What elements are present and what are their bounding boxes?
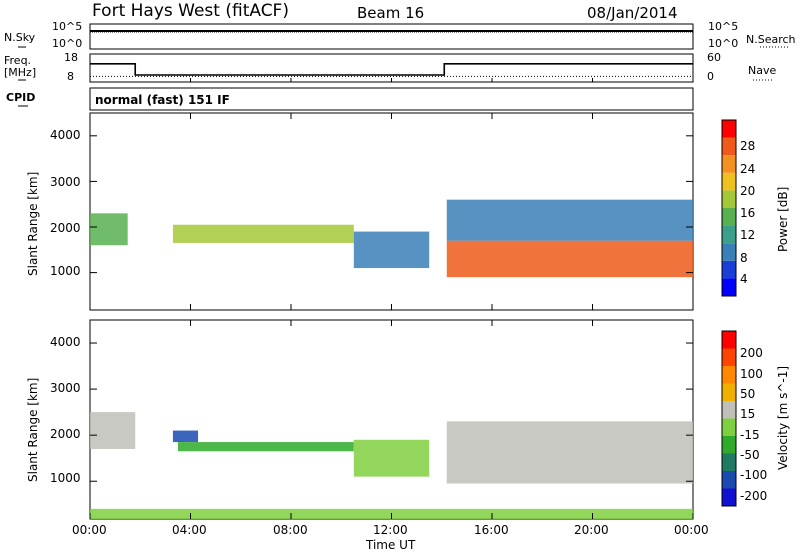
nsearch-top-tick: 10^5 [708,20,739,33]
power-cb-tick: 4 [740,272,748,286]
freq-top-tick: 18 [64,51,78,64]
x-tick-label: 04:00 [172,523,207,537]
nsky-top-tick: 10^5 [52,20,83,33]
x-tick-label: 08:00 [273,523,308,537]
velocity-cb-tick: 50 [740,387,756,401]
nave-label: Nave [748,64,777,77]
echo-region [177,442,354,452]
velocity-ylabel: Slant Range [km] [26,377,40,482]
colorbar-frame [721,119,737,297]
power-ytick: 3000 [50,175,81,189]
velocity-colorbar [721,330,737,507]
velocity-ytick: 3000 [50,381,81,395]
velocity-cb-tick: -50 [740,448,760,462]
power-cb-tick: 24 [740,162,756,176]
colorbar-swatch [722,383,736,401]
velocity-cb-tick: 200 [740,346,763,360]
x-tick-label: 20:00 [574,523,609,537]
colorbar-swatch [722,471,736,489]
colorbar-swatch [722,488,736,506]
echo-region [446,199,693,241]
colorbar-swatch [722,331,736,349]
colorbar-swatch [722,172,736,191]
velocity-cb-tick: -200 [740,489,768,503]
echo-region [172,430,199,443]
date-label: 08/Jan/2014 [587,4,678,22]
velocity-cb-tick: -100 [740,468,768,482]
x-tick-label: 16:00 [474,523,509,537]
noise-panel-frame [89,23,694,50]
colorbar-swatch [722,190,736,208]
x-axis-label: Time UT [366,538,416,552]
power-ytick: 2000 [50,221,81,235]
power-cb-tick: 16 [740,206,756,220]
echo-region [353,439,430,477]
echo-region [172,224,354,243]
power-cb-tick: 12 [740,228,756,242]
colorbar-swatch [722,401,736,419]
velocity-panel-frame [89,319,694,520]
nave-bottom-tick: 0 [707,70,714,83]
power-cb-tick: 20 [740,184,756,198]
echo-region [446,421,693,484]
frequency-line [90,62,693,76]
colorbar-swatch [722,366,736,384]
velocity-ytick: 1000 [50,471,81,485]
colorbar-frame [721,330,737,507]
echo-region [446,240,693,278]
power-ytick: 4000 [50,128,81,142]
colorbar-swatch [722,436,736,454]
x-tick-label: 12:00 [373,523,408,537]
velocity-cb-tick: 100 [740,367,763,381]
power-ylabel: Slant Range [km] [26,171,40,276]
nave-top-tick: 60 [707,51,721,64]
colorbar-swatch [722,453,736,471]
echo-region [353,231,430,269]
power-ytick: 1000 [50,264,81,278]
power-colorbar-label: Power [dB] [776,186,790,252]
power-colorbar [721,119,737,297]
colorbar-swatch [722,260,736,279]
colorbar-swatch [722,278,736,296]
echo-region [90,213,128,246]
colorbar-swatch [722,243,736,261]
nsky-bottom-tick: 10^0 [52,37,83,50]
velocity-ytick: 2000 [50,427,81,441]
x-tick-label: 00:00 [674,523,709,537]
colorbar-swatch [722,225,736,244]
colorbar-swatch [722,155,736,173]
echo-region [90,412,136,449]
power-cb-tick: 8 [740,251,748,265]
freq-label: Freq. [4,54,32,67]
velocity-cb-tick: -15 [740,428,760,442]
velocity-cb-tick: 15 [740,407,756,421]
colorbar-swatch [722,418,736,436]
freq-bottom-tick: 8 [67,70,74,83]
colorbar-swatch [722,348,736,366]
cpid-label: CPID [6,91,36,104]
nsky-label: N.Sky [4,31,36,44]
freq-unit-label: [MHz] [4,66,37,79]
colorbar-swatch [722,120,736,138]
radar-title: Fort Hays West (fitACF) [92,1,289,21]
cpid-panel-frame [89,87,694,111]
power-cb-tick: 28 [740,139,756,153]
velocity-ytick: 4000 [50,335,81,349]
nsearch-label: N.Search [746,33,796,46]
x-tick-label: 00:00 [72,523,107,537]
colorbar-swatch [722,208,736,226]
velocity-colorbar-label: Velocity [m s^-1] [776,365,790,470]
colorbar-swatch [722,137,736,156]
freq-panel-frame [89,53,694,83]
cpid-program: normal (fast) 151 IF [95,93,230,107]
nsearch-bottom-tick: 10^0 [708,37,739,50]
beam-label: Beam 16 [357,4,425,22]
